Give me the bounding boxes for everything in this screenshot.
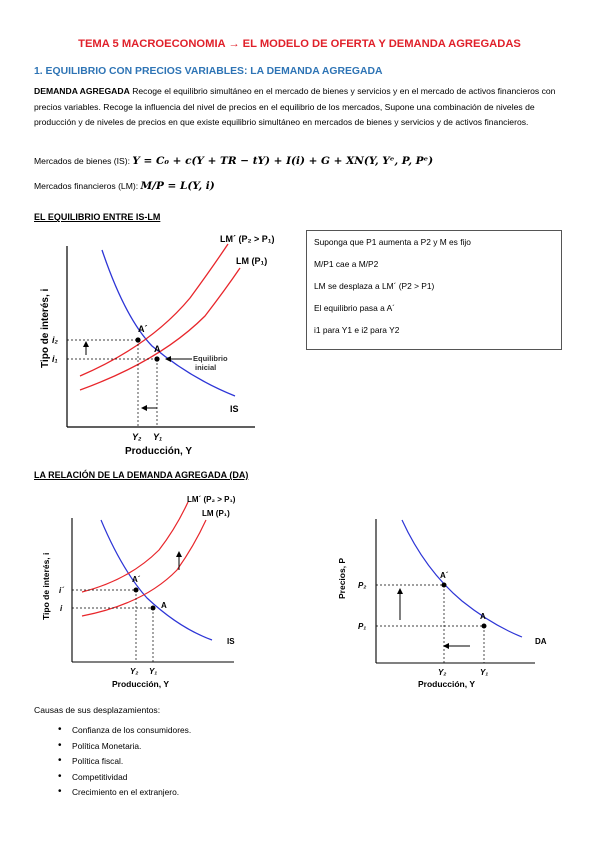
definition-text: Recoge el equilibrio simultáneo en el me… (34, 86, 556, 128)
label-lm-prime: LM´ (P₂ > P₁) (220, 234, 274, 244)
label-lm-prime: LM´ (P₂ > P₁) (187, 495, 236, 504)
label-a-prime: A´ (138, 324, 148, 334)
tick-y1: Y₁ (153, 432, 162, 442)
heading-is-lm: EL EQUILIBRIO ENTRE IS-LM (34, 212, 161, 222)
equation-goods-market: Mercados de bienes (IS): Y = C₀ + c(Y + … (34, 155, 433, 167)
label-a: A (480, 612, 486, 621)
tick-i: i (60, 604, 63, 613)
label-da: DA (535, 637, 547, 646)
equation-formula: M/P = L(Y, i) (140, 180, 215, 192)
tick-y1: Y₁ (480, 668, 488, 677)
equation-financial-market: Mercados financieros (LM): M/P = L(Y, i) (34, 180, 215, 192)
lm-curve (79, 267, 241, 391)
da-curve (401, 519, 523, 638)
point-a (154, 356, 160, 362)
definition-paragraph: DEMANDA AGREGADA Recoge el equilibrio si… (34, 84, 574, 131)
list-item: Política fiscal. (58, 755, 191, 772)
is-curve (100, 519, 213, 641)
point-a (150, 605, 156, 611)
list-item: Competitividad (58, 771, 191, 788)
y-axis-label: Tipo de interés, i (41, 553, 51, 620)
label-a: A (154, 344, 161, 354)
equation-label: Mercados financieros (LM): (34, 181, 139, 191)
eq-note-1: Equilibrio (193, 354, 228, 363)
label-a-prime: A´ (440, 571, 449, 580)
label-lm: LM (P₁) (236, 256, 267, 266)
note-line: LM se desplaza a LM´ (P2 > P1) (314, 281, 435, 291)
note-line: i1 para Y1 e i2 para Y2 (314, 325, 400, 335)
explanation-box: Suponga que P1 aumenta a P2 y M es fijo … (306, 230, 562, 350)
term-demanda-agregada: DEMANDA AGREGADA (34, 86, 130, 96)
list-item: Crecimiento en el extranjero. (58, 786, 191, 803)
tick-i1: i₁ (52, 354, 58, 364)
note-line: El equilibrio pasa a A´ (314, 303, 396, 313)
tick-p1: P₁ (358, 622, 366, 631)
tick-i-prime: i´ (59, 586, 65, 595)
tick-i2: i₂ (52, 335, 59, 345)
section-heading: 1. EQUILIBRIO CON PRECIOS VARIABLES: LA … (34, 66, 383, 77)
tick-y2: Y₂ (130, 667, 138, 676)
eq-note-2: inicial (195, 363, 216, 372)
label-lm: LM (P₁) (202, 509, 230, 518)
note-line: Suponga que P1 aumenta a P2 y M es fijo (314, 237, 471, 247)
tick-y1: Y₁ (149, 667, 157, 676)
tick-y2: Y₂ (132, 432, 142, 442)
label-is: IS (230, 404, 239, 414)
label-is: IS (227, 637, 235, 646)
note-line: M/P1 cae a M/P2 (314, 259, 379, 269)
is-curve (101, 249, 236, 397)
x-axis-label: Producción, Y (125, 446, 192, 457)
equation-label: Mercados de bienes (IS): (34, 156, 131, 166)
list-item: Confianza de los consumidores. (58, 724, 191, 741)
tick-p2: P₂ (358, 581, 366, 590)
label-a-prime: A´ (132, 575, 141, 584)
point-a-prime (133, 587, 139, 593)
y-axis-label: Tipo de interés, i (40, 289, 51, 368)
point-a-prime (135, 337, 141, 343)
point-a (481, 623, 487, 629)
list-item: Política Monetaria. (58, 740, 191, 757)
document-title: TEMA 5 MACROECONOMIA → EL MODELO DE OFER… (78, 38, 521, 50)
lm-prime-curve (79, 243, 229, 377)
causes-list: Confianza de los consumidores. Política … (58, 724, 191, 803)
aggregate-demand-graph: A´ A DA P₂ P₁ Y₂ Y₁ Producción, Y Precio… (337, 519, 547, 689)
y-axis-label: Precios, P (337, 558, 347, 599)
is-lm-shift-graph: A´ A LM´ (P₂ > P₁) LM (P₁) IS i´ i Y₂ Y₁… (41, 495, 236, 689)
causes-title: Causas de sus desplazamientos: (34, 705, 161, 715)
point-a-prime (441, 582, 447, 588)
lm-prime-curve (81, 501, 189, 593)
tick-y2: Y₂ (438, 668, 446, 677)
equation-formula: Y = C₀ + c(Y + TR − tY) + I(i) + G + XN(… (132, 155, 434, 167)
is-lm-equilibrium-graph: Equilibrio inicial A´ A LM´ (P₂ > P₁) LM… (40, 234, 274, 457)
label-a: A (161, 601, 167, 610)
lm-curve (81, 519, 207, 617)
heading-da: LA RELACIÓN DE LA DEMANDA AGREGADA (DA) (34, 470, 249, 480)
x-axis-label: Producción, Y (112, 679, 169, 689)
x-axis-label: Producción, Y (418, 679, 475, 689)
